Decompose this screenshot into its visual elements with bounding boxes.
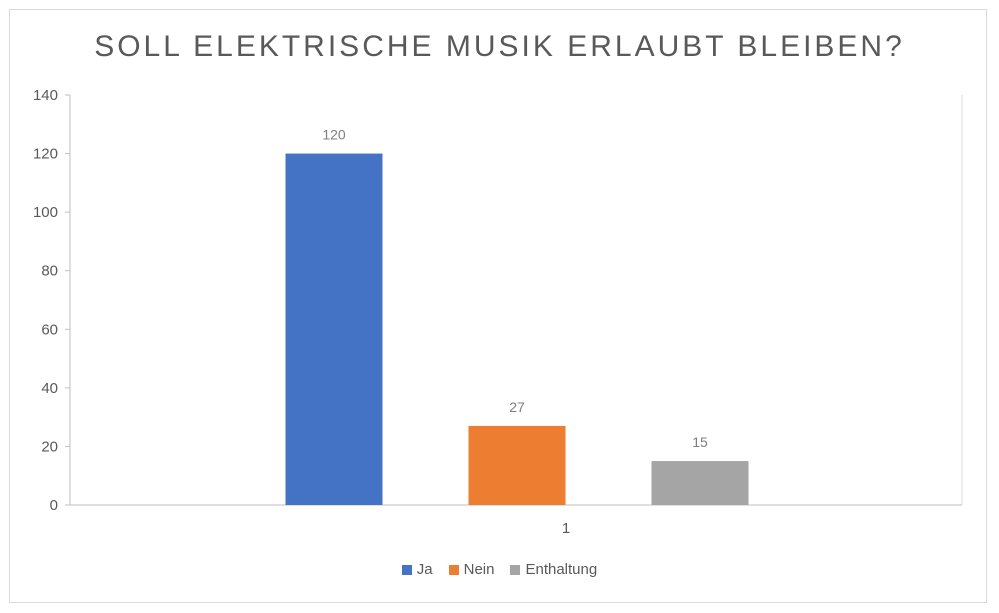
data-label-enthaltung: 15: [692, 434, 708, 450]
y-tick-label: 60: [41, 321, 58, 338]
bar-nein: [468, 425, 566, 505]
y-tick-label: 120: [33, 146, 58, 163]
legend-swatch-enthaltung: [510, 564, 521, 575]
legend-label-ja: Ja: [416, 561, 433, 578]
legend-item-enthaltung: Enthaltung: [510, 561, 597, 578]
y-tick-label: 20: [41, 438, 58, 455]
legend-item-ja: Ja: [401, 561, 433, 578]
y-tick-label: 80: [41, 263, 58, 280]
y-tick-label: 100: [33, 204, 58, 221]
bar-enthaltung: [651, 461, 749, 505]
x-tick-label: 1: [562, 520, 570, 537]
legend-swatch-ja: [401, 564, 412, 575]
y-tick-label: 0: [50, 497, 58, 514]
legend-item-nein: Nein: [448, 561, 495, 578]
y-tick-label: 140: [33, 87, 58, 104]
data-label-nein: 27: [509, 399, 525, 415]
legend: Ja Nein Enthaltung: [0, 561, 999, 578]
chart-title: SOLL ELEKTRISCHE MUSIK ERLAUBT BLEIBEN?: [94, 30, 905, 63]
legend-swatch-nein: [448, 564, 459, 575]
y-tick-label: 40: [41, 380, 58, 397]
legend-label-enthaltung: Enthaltung: [525, 561, 598, 578]
bar-ja: [285, 153, 383, 506]
data-label-ja: 120: [322, 127, 346, 143]
legend-label-nein: Nein: [463, 561, 495, 578]
